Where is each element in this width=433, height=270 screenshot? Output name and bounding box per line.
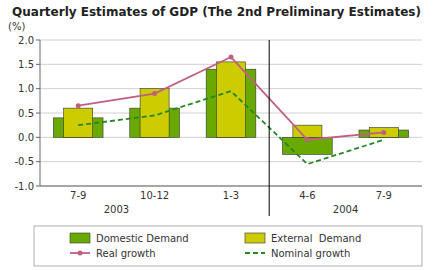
annotation: 2004 xyxy=(333,204,358,215)
legend-swatch xyxy=(245,252,265,254)
grid-line xyxy=(40,186,422,187)
legend-label: Domestic Demand xyxy=(96,233,189,244)
x-axis-line xyxy=(40,186,422,187)
y-tick-label: 2.0 xyxy=(18,35,34,46)
legend-label: Nominal growth xyxy=(271,248,350,259)
y-axis-label: (%) xyxy=(8,21,25,32)
title: Quarterly Estimates of GDP (The 2nd Prel… xyxy=(12,5,421,19)
y-tick xyxy=(36,186,40,187)
y-tick xyxy=(36,161,40,162)
plot-area xyxy=(53,55,408,165)
x-tick-label: 7-9 xyxy=(70,190,86,201)
legend-swatch xyxy=(245,233,265,243)
x-tick-label: 1-3 xyxy=(223,190,239,201)
y-tick xyxy=(36,88,40,89)
legend-box xyxy=(34,226,422,266)
legend-swatch xyxy=(70,233,90,243)
y-tick-label: -1.0 xyxy=(14,181,34,192)
bar xyxy=(283,137,333,154)
line xyxy=(78,57,384,140)
separator xyxy=(269,40,270,216)
legend-label: External Demand xyxy=(271,233,361,244)
marker xyxy=(229,55,234,60)
marker xyxy=(381,130,386,135)
y-tick xyxy=(36,64,40,65)
y-tick-label: -0.5 xyxy=(14,156,34,167)
x-tick-label: 10-12 xyxy=(140,190,169,201)
y-tick-label: 0.0 xyxy=(18,132,34,143)
line xyxy=(78,91,384,164)
y-tick xyxy=(36,137,40,138)
legend-marker xyxy=(78,251,83,256)
marker xyxy=(152,91,157,96)
y-axis-line xyxy=(40,40,41,186)
marker xyxy=(305,137,310,142)
y-tick-label: 0.5 xyxy=(18,108,34,119)
grid-line xyxy=(40,40,422,41)
bar xyxy=(64,108,93,137)
y-tick-label: 1.5 xyxy=(18,59,34,70)
x-tick-label: 4-6 xyxy=(299,190,315,201)
bar xyxy=(369,128,398,138)
y-tick-label: 1.0 xyxy=(18,83,34,94)
chart: Quarterly Estimates of GDP (The 2nd Prel… xyxy=(0,0,433,270)
y-tick xyxy=(36,40,40,41)
y-tick xyxy=(36,113,40,114)
legend-label: Real growth xyxy=(96,248,156,259)
x-tick-label: 7-9 xyxy=(376,190,392,201)
bar xyxy=(293,125,322,137)
marker xyxy=(76,103,81,108)
annotation: 2003 xyxy=(104,204,129,215)
grid-line xyxy=(40,161,422,162)
